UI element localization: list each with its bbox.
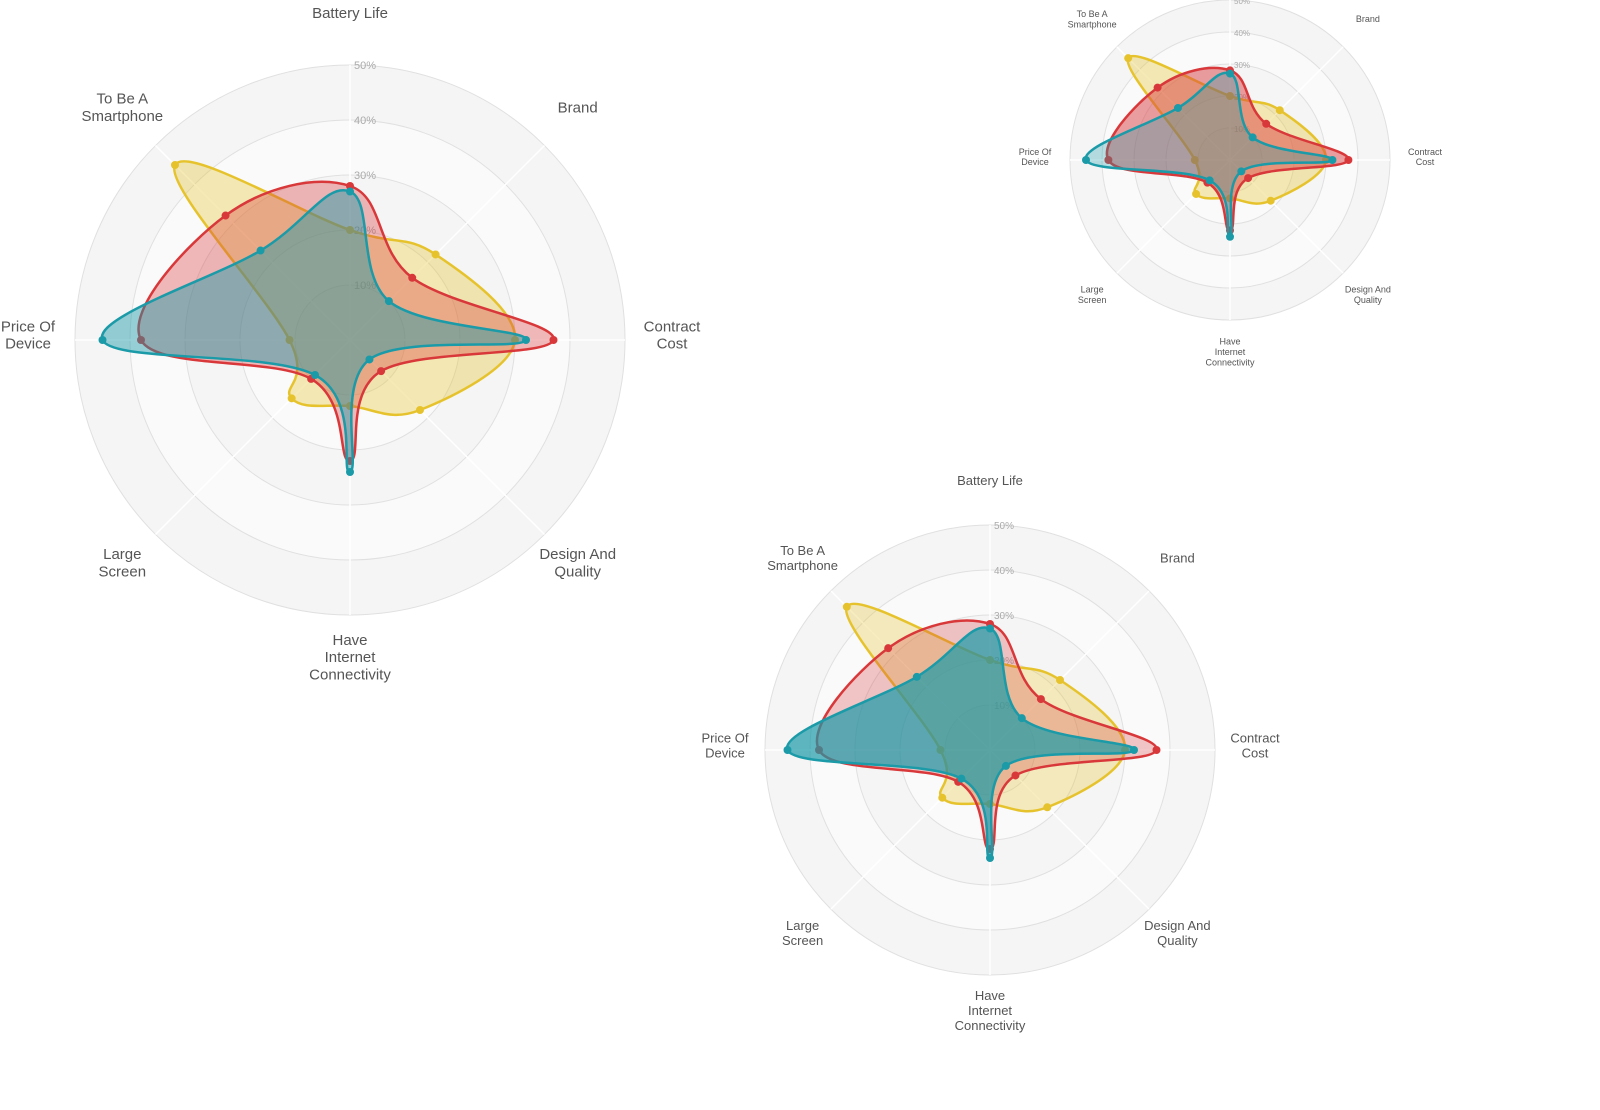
axis-label-screen: LargeScreen	[782, 918, 823, 948]
axis-label-smart: To Be ASmartphone	[767, 543, 838, 573]
series-marker-red-smart	[1154, 84, 1162, 92]
axis-label-contract: ContractCost	[1230, 731, 1280, 761]
series-marker-teal-screen	[1206, 176, 1214, 184]
ring-label-50: 50%	[994, 521, 1014, 532]
series-marker-teal-screen	[957, 775, 965, 783]
series-marker-red-contract	[1344, 156, 1352, 164]
axis-label-screen: LargeScreen	[99, 546, 147, 580]
series-marker-teal-brand	[1018, 714, 1026, 722]
series-marker-red-smart	[884, 644, 892, 652]
axis-label-brand: Brand	[558, 99, 598, 116]
series-marker-teal-brand	[385, 297, 393, 305]
ring-label-50: 50%	[354, 60, 376, 72]
axis-label-contract: ContractCost	[1408, 147, 1443, 167]
series-marker-teal-price	[1082, 156, 1090, 164]
series-marker-teal-price	[99, 336, 107, 344]
series-marker-yellow-smart	[171, 161, 179, 169]
axis-label-price: Price OfDevice	[702, 731, 749, 761]
series-marker-red-brand	[1037, 695, 1045, 703]
ring-label-30: 30%	[1234, 61, 1250, 70]
series-marker-red-design	[377, 367, 385, 375]
ring-label-40: 40%	[354, 115, 376, 127]
ring-label-40: 40%	[994, 566, 1014, 577]
series-marker-yellow-design	[1043, 803, 1051, 811]
series-marker-red-smart	[222, 212, 230, 220]
series-marker-teal-smart	[257, 247, 265, 255]
series-marker-red-brand	[408, 274, 416, 282]
series-marker-yellow-brand	[1056, 676, 1064, 684]
series-marker-yellow-screen	[1192, 190, 1200, 198]
series-marker-teal-smart	[1174, 104, 1182, 112]
axis-label-screen: LargeScreen	[1078, 285, 1107, 305]
series-marker-teal-design	[1002, 762, 1010, 770]
series-marker-teal-contract	[1130, 746, 1138, 754]
chart-top-right: 10%20%30%40%50%Battery LifeBrandContract…	[1000, 0, 1460, 400]
axis-label-design: Design AndQuality	[1345, 285, 1391, 305]
axis-label-price: Price OfDevice	[1, 318, 56, 352]
axis-label-battery: Battery Life	[312, 5, 388, 22]
chart-main: 10%20%30%40%50%Battery LifeBrandContract…	[0, 0, 730, 750]
series-marker-yellow-brand	[432, 250, 440, 258]
series-marker-red-design	[1011, 771, 1019, 779]
series-marker-teal-contract	[522, 336, 530, 344]
axis-label-price: Price OfDevice	[1019, 147, 1052, 167]
ring-label-30: 30%	[354, 170, 376, 182]
series-marker-teal-smart	[913, 673, 921, 681]
series-marker-red-brand	[1262, 120, 1270, 128]
series-marker-red-design	[1244, 174, 1252, 182]
series-marker-yellow-brand	[1276, 106, 1284, 114]
chart-bottom-right: 10%20%30%40%50%Battery LifeBrandContract…	[630, 390, 1350, 1110]
axis-label-battery: Battery Life	[957, 473, 1023, 488]
series-marker-yellow-smart	[843, 603, 851, 611]
chart-bottom-right-svg: 10%20%30%40%50%Battery LifeBrandContract…	[630, 390, 1350, 1110]
series-marker-teal-brand	[1249, 133, 1257, 141]
series-marker-teal-internet	[1226, 233, 1234, 241]
series-marker-teal-contract	[1328, 156, 1336, 164]
series-marker-yellow-design	[1267, 197, 1275, 205]
ring-label-40: 40%	[1234, 29, 1250, 38]
series-marker-yellow-design	[416, 406, 424, 414]
series-marker-teal-screen	[311, 371, 319, 379]
axis-label-smart: To Be ASmartphone	[1068, 9, 1117, 29]
series-marker-teal-design	[1237, 167, 1245, 175]
ring-label-50: 50%	[1234, 0, 1250, 6]
series-marker-red-contract	[1153, 746, 1161, 754]
axis-label-brand: Brand	[1356, 14, 1380, 24]
axis-label-design: Design AndQuality	[539, 546, 616, 580]
axis-label-design: Design AndQuality	[1144, 918, 1211, 948]
series-marker-yellow-screen	[938, 794, 946, 802]
series-marker-teal-design	[365, 355, 373, 363]
series-marker-teal-internet	[346, 468, 354, 476]
axis-label-brand: Brand	[1160, 551, 1195, 566]
chart-top-right-svg: 10%20%30%40%50%Battery LifeBrandContract…	[1000, 0, 1460, 400]
series-marker-teal-internet	[986, 854, 994, 862]
axis-label-smart: To Be ASmartphone	[81, 91, 163, 125]
axis-label-internet: HaveInternetConnectivity	[309, 632, 391, 684]
axis-label-internet: HaveInternetConnectivity	[955, 988, 1026, 1033]
series-marker-teal-battery	[1226, 70, 1234, 78]
series-marker-red-contract	[550, 336, 558, 344]
series-marker-teal-battery	[986, 625, 994, 633]
ring-label-30: 30%	[994, 611, 1014, 622]
series-marker-teal-battery	[346, 188, 354, 196]
chart-main-svg: 10%20%30%40%50%Battery LifeBrandContract…	[0, 0, 730, 750]
axis-label-internet: HaveInternetConnectivity	[1205, 337, 1255, 368]
series-marker-teal-price	[784, 746, 792, 754]
series-marker-yellow-smart	[1124, 54, 1132, 62]
axis-label-contract: ContractCost	[644, 318, 702, 352]
series-marker-yellow-screen	[288, 394, 296, 402]
